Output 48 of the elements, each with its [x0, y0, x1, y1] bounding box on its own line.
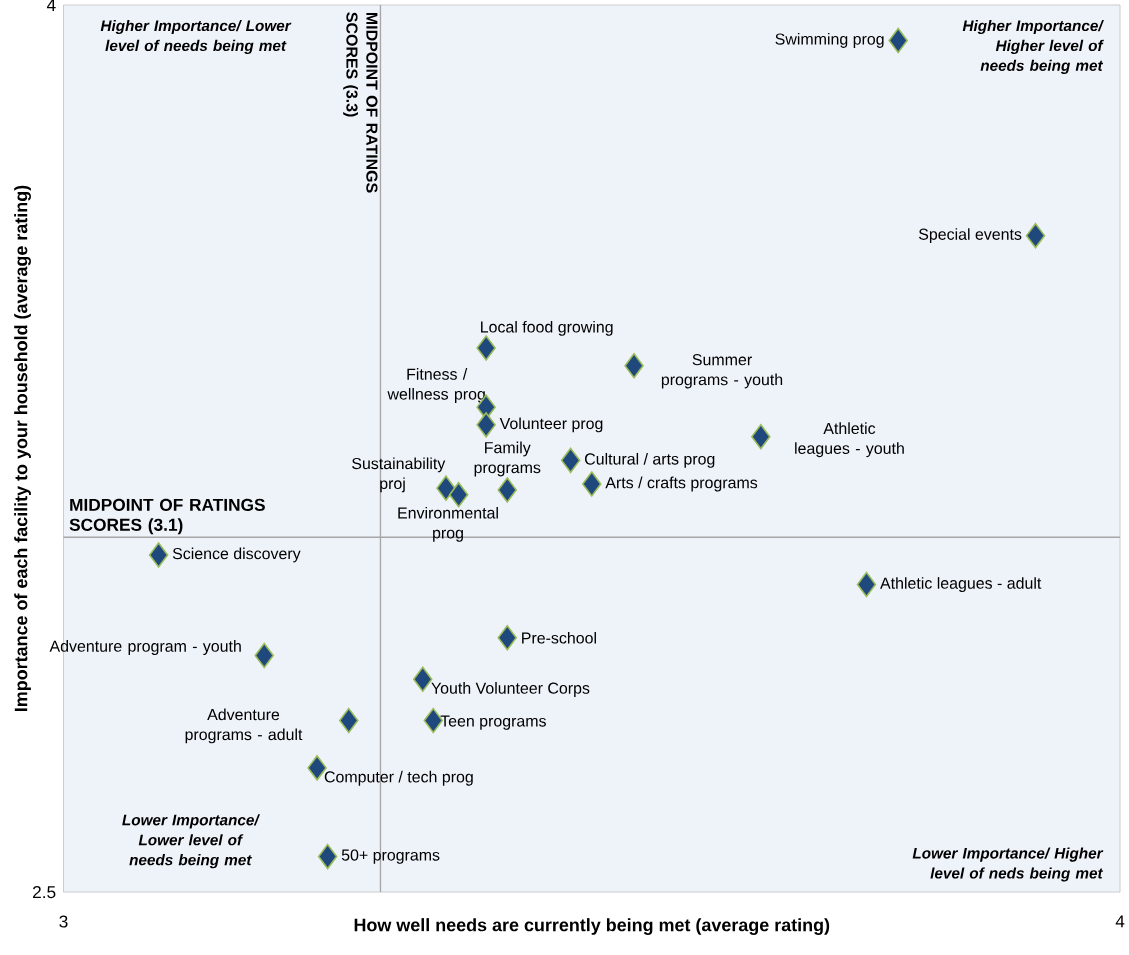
point [856, 571, 877, 598]
annotation: Higher Importance/ Higher level of needs being met [962, 19, 1104, 75]
point [1025, 222, 1046, 249]
point [148, 542, 169, 568]
point [751, 424, 771, 450]
annotation: Science discovery [172, 547, 301, 563]
annotation: 50+ programs [341, 849, 440, 864]
point [582, 471, 602, 497]
annotation: Local food growing [481, 320, 613, 336]
annotation: Sustainability proj [352, 457, 446, 493]
point [448, 481, 469, 508]
annotation: Athletic leagues - youth [795, 422, 904, 458]
point [476, 412, 496, 438]
annotation: Family programs [474, 441, 541, 477]
point [254, 642, 275, 669]
point [476, 335, 496, 361]
annotation: Swimming prog [775, 33, 884, 48]
point [339, 707, 359, 734]
annotation: Teen programs [440, 715, 546, 730]
annotation: Special events [918, 228, 1022, 244]
y-axis-title: Importance of each facility to your household (average rating) [14, 185, 31, 712]
point [497, 625, 518, 651]
annotation: Pre-school [522, 631, 596, 644]
annotation: Athletic leagues - adult [880, 577, 1042, 593]
annotation: Cultural / arts prog [585, 453, 715, 468]
annotation: Higher Importance/ Lower level of needs being met [100, 19, 292, 55]
point [317, 843, 338, 870]
annotation: Adventure programs - adult [185, 708, 303, 744]
point [560, 447, 581, 474]
annotation: Arts / crafts programs [605, 476, 758, 492]
point [624, 353, 644, 379]
annotation: Environmental prog [398, 506, 498, 542]
point [497, 477, 518, 503]
point [436, 475, 456, 501]
point [888, 27, 908, 54]
annotation: Computer / tech prog [324, 770, 473, 786]
annotation: Youth Volunteer Corps [431, 682, 590, 698]
annotation: Adventure program - youth [49, 640, 241, 656]
annotation: Summer programs - youth [661, 354, 783, 389]
annotation: Lower Importance/ Higher level of neds being met [912, 847, 1104, 882]
x-axis-title: How well needs are currently being met (average rating) [354, 918, 830, 935]
ref-line-label: MIDPOINT OF RATINGS SCORES (3.1) [69, 498, 265, 535]
annotation: Lower Importance/ Lower level of needs being met [122, 814, 260, 869]
annotation: Volunteer prog [499, 417, 603, 433]
y-tick-label: 2.5 [33, 886, 56, 899]
x-tick-label: 3 [59, 915, 68, 928]
ref-line-label: MIDPOINT OF RATINGS SCORES (3.3) [343, 12, 378, 193]
point [412, 666, 433, 692]
